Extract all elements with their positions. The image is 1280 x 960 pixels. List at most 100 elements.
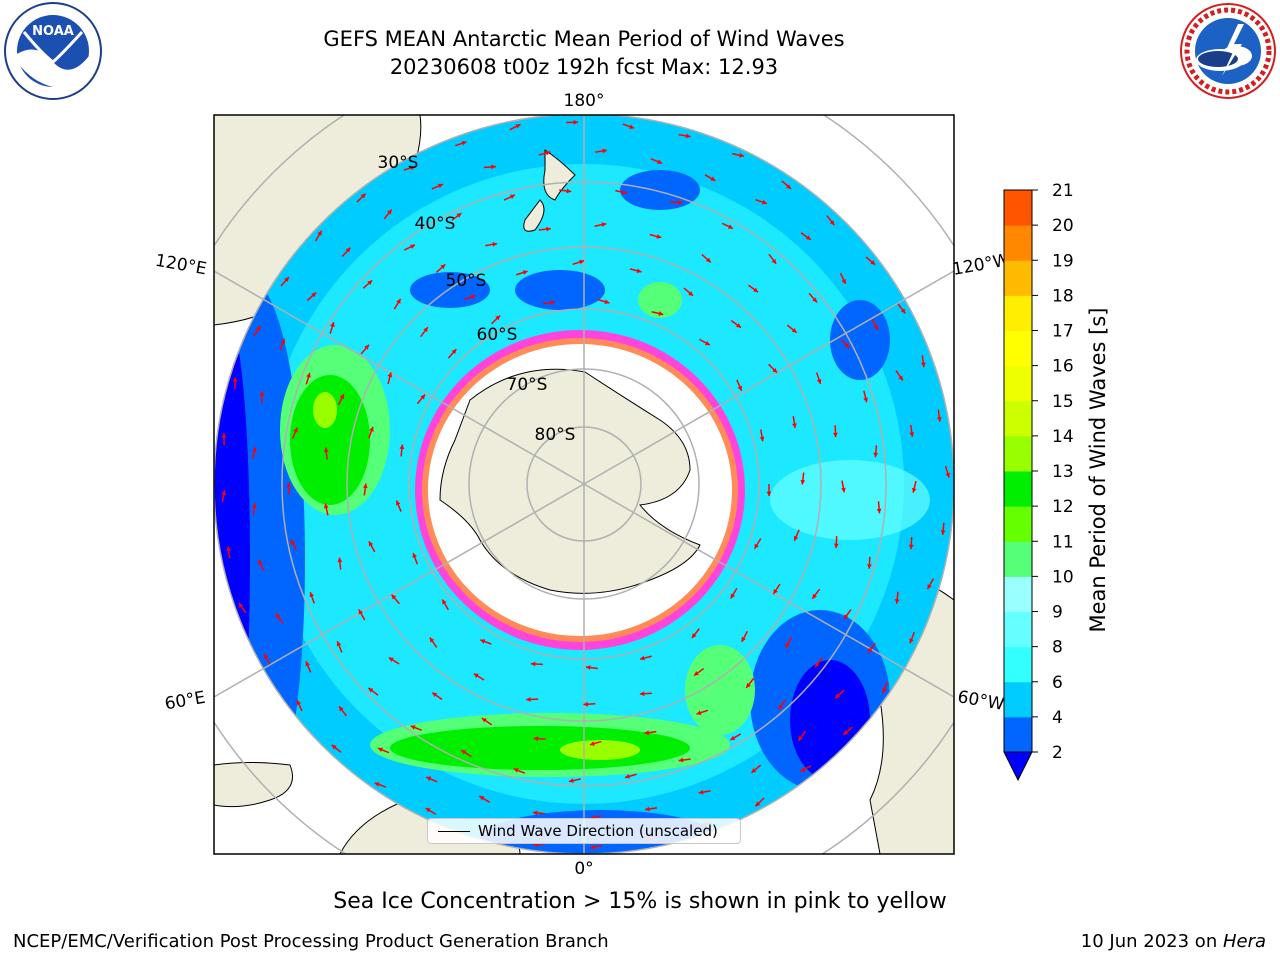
wave-arrow-head bbox=[870, 260, 876, 265]
wave-arrow-head bbox=[833, 543, 839, 549]
wave-arrow-head bbox=[785, 642, 790, 648]
wave-arrow-head bbox=[730, 593, 736, 599]
wave-arrow-head bbox=[323, 503, 329, 509]
wave-arrow-head bbox=[221, 490, 227, 495]
wave-arrow-head bbox=[583, 701, 588, 707]
wave-arrow-head bbox=[526, 697, 531, 702]
wave-arrow-head bbox=[306, 372, 311, 378]
wave-arrow-head bbox=[395, 500, 401, 506]
wave-arrow-head bbox=[829, 220, 835, 226]
colorbar-segment bbox=[1004, 541, 1032, 577]
wave-arrow-head bbox=[509, 194, 515, 200]
wave-arrow-head bbox=[309, 592, 314, 598]
wave-arrow-head bbox=[420, 394, 426, 400]
lon-label-0: 0° bbox=[574, 859, 593, 879]
wave-arrow-head bbox=[339, 394, 344, 400]
wave-arrow-head bbox=[656, 234, 662, 239]
wave-arrow-head bbox=[761, 199, 767, 205]
wave-arrow-head bbox=[604, 299, 610, 305]
map-legend: Wind Wave Direction (unscaled) bbox=[427, 818, 741, 844]
colorbar-segment bbox=[1004, 646, 1032, 683]
wave-arrow-head bbox=[391, 594, 397, 600]
footer-credit: NCEP/EMC/Verification Post Processing Pr… bbox=[13, 931, 609, 952]
wave-arrow-head bbox=[843, 614, 849, 620]
wave-arrow-head bbox=[238, 602, 244, 608]
wave-arrow-head bbox=[440, 264, 446, 270]
wave-arrow-head bbox=[362, 483, 368, 489]
sea-ice-caption: Sea Ice Concentration > 15% is shown in … bbox=[333, 889, 947, 914]
colorbar-tick-label: 6 bbox=[1052, 673, 1063, 693]
wave-arrow-head bbox=[423, 327, 428, 333]
colorbar-segment bbox=[1004, 400, 1032, 437]
wave-arrow-head bbox=[755, 801, 761, 807]
wave-arrow-head bbox=[387, 209, 392, 215]
wave-arrow-head bbox=[515, 124, 521, 129]
wave-arrow-head bbox=[330, 322, 335, 328]
wave-arrow-head bbox=[522, 270, 528, 275]
wave-arrow-head bbox=[550, 300, 555, 305]
legend-line-swatch bbox=[438, 831, 470, 832]
wave-arrow-head bbox=[533, 736, 539, 742]
wave-arrow-head bbox=[337, 557, 343, 563]
wave-arrow-head bbox=[263, 653, 269, 659]
colorbar-tick-label: 19 bbox=[1052, 251, 1074, 271]
wave-arrow-head bbox=[602, 148, 607, 154]
colorbar-tick-label: 4 bbox=[1052, 708, 1063, 728]
wave-arrow-head bbox=[739, 152, 744, 158]
wave-arrow-head bbox=[530, 661, 536, 667]
wave-arrow-head bbox=[388, 657, 394, 662]
wave-arrow-head bbox=[374, 782, 380, 787]
wave-arrow-head bbox=[513, 768, 519, 773]
wave-arrow-head bbox=[678, 757, 684, 763]
wave-arrow-head bbox=[293, 427, 298, 433]
lon-label-60e: 60°E bbox=[163, 688, 207, 715]
wave-arrow-head bbox=[364, 344, 369, 350]
wave-arrow-head bbox=[585, 665, 591, 670]
wave-arrow-head bbox=[358, 609, 364, 615]
wave-arrow-head bbox=[259, 391, 265, 396]
wave-arrow-head bbox=[629, 124, 635, 129]
wave-arrow-head bbox=[751, 768, 757, 773]
wave-arrow-head bbox=[693, 671, 699, 676]
colorbar-tick-label: 20 bbox=[1052, 216, 1074, 236]
wave-arrow-head bbox=[426, 776, 432, 781]
wave-arrow-head bbox=[636, 268, 642, 274]
wave-arrow-head bbox=[644, 730, 650, 736]
wave-arrow-head bbox=[873, 325, 879, 331]
wave-arrow-head bbox=[800, 767, 806, 772]
noaa-logo: NOAA bbox=[4, 2, 102, 100]
footer-date: 10 Jun 2023 on Hera bbox=[1081, 931, 1266, 952]
wave-arrow-head bbox=[882, 688, 887, 694]
footer-date-text: 10 Jun 2023 on bbox=[1080, 931, 1223, 952]
wave-arrow-head bbox=[336, 641, 342, 647]
lon-label-180: 180° bbox=[564, 91, 605, 111]
wave-arrow-head bbox=[873, 452, 879, 458]
wave-arrow-head bbox=[290, 539, 296, 545]
wave-arrow-head bbox=[727, 224, 733, 229]
wave-arrow-head bbox=[305, 661, 310, 667]
wave-arrow-head bbox=[311, 292, 317, 298]
colorbar-tick-label: 21 bbox=[1052, 181, 1074, 201]
wave-arrow-head bbox=[940, 530, 946, 535]
wave-arrow-head bbox=[741, 636, 746, 642]
wave-arrow-head bbox=[410, 244, 416, 249]
wave-arrow-head bbox=[805, 235, 811, 240]
wave-arrow-head bbox=[754, 543, 759, 549]
colorbar-segment bbox=[1004, 506, 1032, 542]
wave-arrow-head bbox=[226, 546, 232, 552]
wave-arrow-head bbox=[323, 447, 329, 453]
wave-arrow-head bbox=[451, 349, 457, 355]
wave-arrow-head bbox=[369, 426, 374, 432]
wave-arrow-head bbox=[792, 423, 797, 428]
wave-arrow-head bbox=[491, 164, 496, 170]
lat-label-40s: 40°S bbox=[415, 214, 456, 234]
wave-arrow-head bbox=[532, 810, 538, 816]
wave-arrow-head bbox=[387, 372, 393, 378]
wave-arrow-head bbox=[639, 655, 645, 661]
wave-arrow-head bbox=[317, 230, 322, 236]
wave-arrow-head bbox=[437, 183, 443, 189]
wave-arrow-head bbox=[773, 589, 778, 595]
lon-label-120w: 120°W bbox=[951, 250, 1012, 280]
wave-arrow-head bbox=[737, 385, 743, 391]
wave-arrow-head bbox=[771, 258, 777, 264]
